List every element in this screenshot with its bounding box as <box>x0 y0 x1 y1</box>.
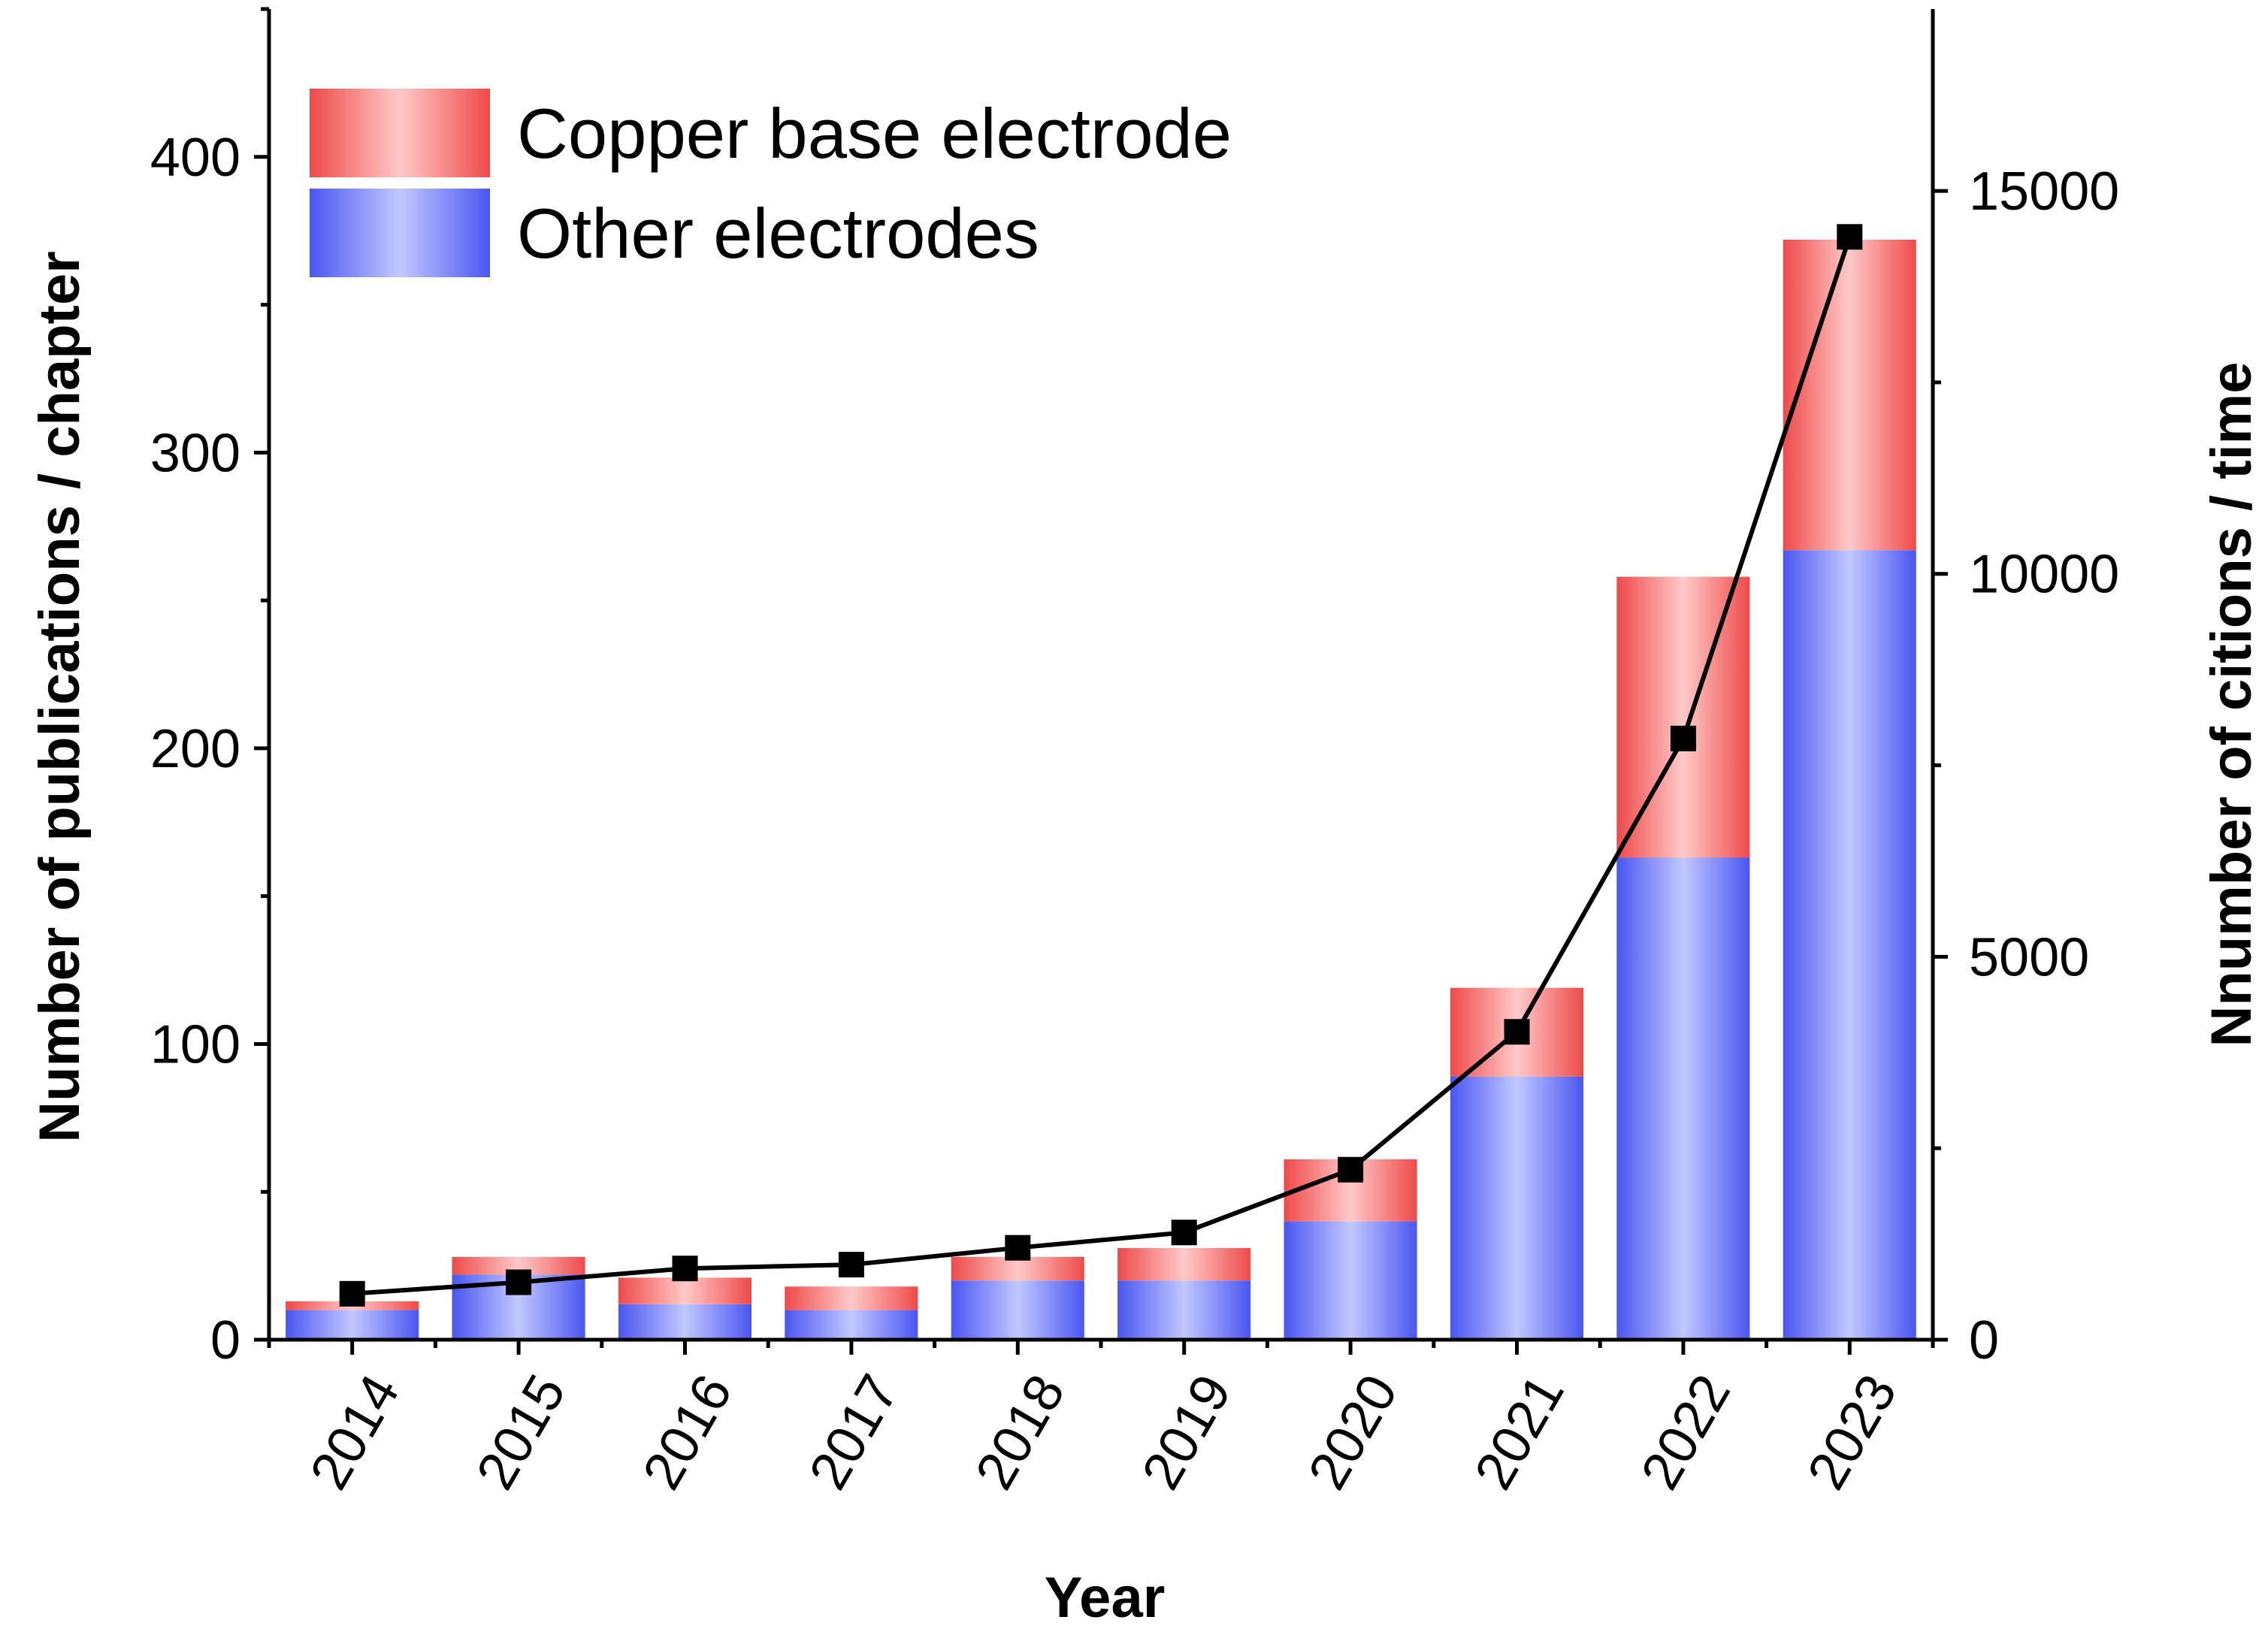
labels-layer: 0 100 200 300 400 0 5000 10000 15000 2014 2015 2016… <box>28 128 2263 1630</box>
bar-other-2021 <box>1450 1076 1583 1340</box>
bar-copper-2023 <box>1783 240 1916 551</box>
bar-other-2016 <box>618 1304 751 1340</box>
bar-copper-2022 <box>1616 576 1750 858</box>
citation-marker-2022 <box>1670 725 1696 751</box>
x-tick-label: 2021 <box>1463 1365 1575 1500</box>
x-tick-label: 2022 <box>1630 1365 1742 1500</box>
y-tick-label-right: 15000 <box>1969 162 2119 222</box>
bar-copper-2019 <box>1117 1248 1251 1281</box>
citation-marker-2021 <box>1504 1019 1530 1045</box>
bar-other-2019 <box>1117 1280 1251 1340</box>
x-tick-label: 2020 <box>1297 1365 1409 1500</box>
y-axis-title-right: Nnumber of citions / time <box>2200 361 2263 1047</box>
y-tick-label-left: 0 <box>210 1310 240 1371</box>
bar-other-2020 <box>1284 1221 1417 1340</box>
citation-marker-2020 <box>1338 1156 1364 1183</box>
bar-copper-2015 <box>452 1256 585 1275</box>
y-tick-label-left: 100 <box>150 1014 240 1074</box>
x-tick-label: 2015 <box>465 1365 577 1500</box>
bars-layer <box>286 240 1916 1340</box>
citation-line-layer <box>339 224 1863 1307</box>
y-tick-label-right: 10000 <box>1969 545 2119 605</box>
x-tick-label: 2014 <box>299 1365 411 1500</box>
x-tick-label: 2018 <box>964 1365 1076 1500</box>
y-axis-title-left: Number of publications / chapter <box>28 251 92 1143</box>
legend-swatch-other <box>310 189 490 277</box>
y-tick-label-left: 200 <box>150 719 240 779</box>
bar-other-2023 <box>1783 550 1916 1340</box>
bar-copper-2016 <box>618 1277 751 1304</box>
legend-label-copper: Copper base electrode <box>517 94 1232 173</box>
y-tick-label-right: 0 <box>1969 1310 1999 1371</box>
bar-other-2014 <box>286 1310 419 1340</box>
legend-label-other: Other electrodes <box>517 194 1039 273</box>
x-tick-label: 2016 <box>631 1365 743 1500</box>
x-tick-label: 2023 <box>1796 1365 1908 1500</box>
citation-marker-2014 <box>339 1280 365 1307</box>
axes-layer <box>254 7 1948 1355</box>
x-tick-label: 2017 <box>798 1365 910 1500</box>
citation-marker-2017 <box>838 1252 864 1278</box>
bar-other-2018 <box>951 1280 1084 1340</box>
citation-line <box>352 236 1852 1296</box>
legend: Copper base electrode Other electrodes <box>310 89 1232 277</box>
citation-marker-2023 <box>1837 224 1863 250</box>
bar-other-2017 <box>785 1310 918 1340</box>
bar-copper-2018 <box>951 1256 1084 1281</box>
y-tick-label-left: 400 <box>150 128 240 188</box>
y-tick-label-right: 5000 <box>1969 927 2089 987</box>
x-tick-label: 2019 <box>1131 1365 1243 1500</box>
bar-copper-2017 <box>785 1286 918 1310</box>
citation-marker-2019 <box>1171 1219 1197 1246</box>
y-tick-label-left: 300 <box>150 423 240 483</box>
bar-other-2022 <box>1616 857 1750 1340</box>
legend-swatch-copper <box>310 89 490 177</box>
citation-marker-2018 <box>1005 1235 1031 1261</box>
x-axis-title: Year <box>1045 1566 1166 1630</box>
citation-marker-2016 <box>672 1256 698 1282</box>
citation-marker-2015 <box>506 1269 532 1295</box>
